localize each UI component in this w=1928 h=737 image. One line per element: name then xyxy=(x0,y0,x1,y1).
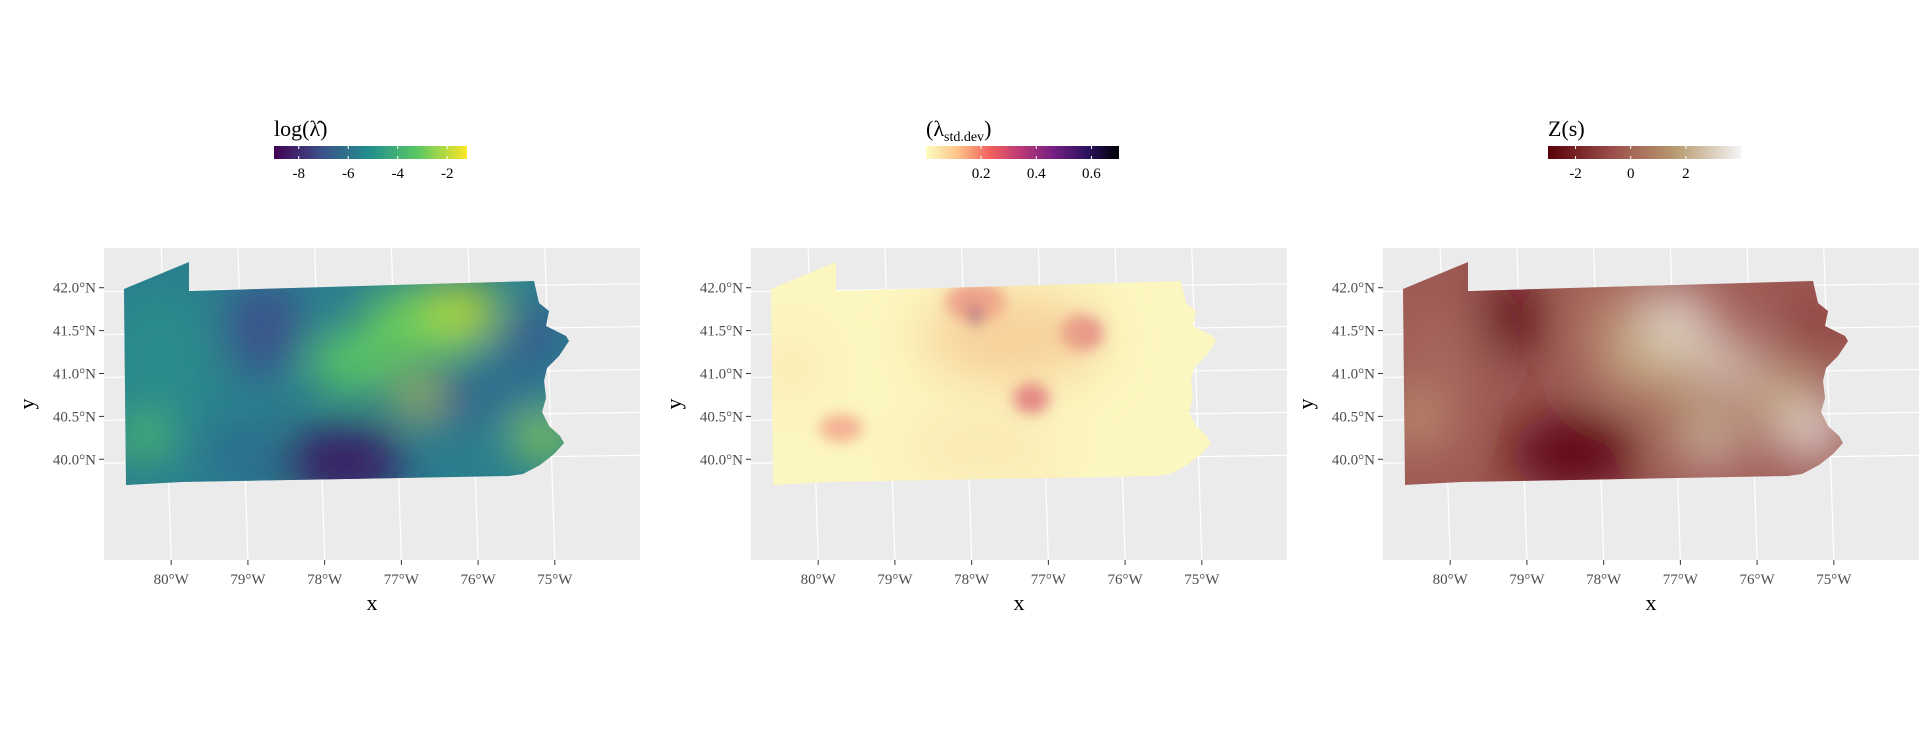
y-tick-label: 41.5°N xyxy=(1332,324,1375,340)
x-tick-label: 77°W xyxy=(1663,572,1699,588)
colorbar-gradient xyxy=(926,146,1119,159)
colorbar-zs: -2 0 2 xyxy=(1548,146,1741,182)
state-raster-stddev xyxy=(771,262,1216,485)
axes-zs: 80°W 79°W 78°W 77°W 76°W 75°W 42.0°N 41.5°N 41.0… xyxy=(1293,281,1852,615)
colorbar-tick-label: 0.2 xyxy=(972,166,991,182)
x-tick-label: 77°W xyxy=(1031,572,1067,588)
y-axis-title: y xyxy=(1293,399,1318,410)
colorbar-gradient xyxy=(1548,146,1741,159)
x-tick-label: 76°W xyxy=(461,572,497,588)
gridline-lon xyxy=(544,247,556,561)
y-tick-label: 40.5°N xyxy=(700,409,743,425)
colorbar-tick-label: 0 xyxy=(1627,166,1635,182)
y-tick-label: 41.5°N xyxy=(53,324,96,340)
colorbar-tick-label: -2 xyxy=(441,166,454,182)
legend-title-intensity: log(λ̂) xyxy=(274,116,327,141)
x-axis-title: x xyxy=(1646,590,1657,615)
colorbar-tick-label: 2 xyxy=(1682,166,1690,182)
gridline-lon xyxy=(1823,247,1835,561)
x-tick-label: 80°W xyxy=(801,572,837,588)
x-tick-label: 78°W xyxy=(954,572,990,588)
y-axis-title: y xyxy=(661,399,686,410)
x-tick-label: 80°W xyxy=(1433,572,1469,588)
colorbar-tick-label: -8 xyxy=(292,166,305,182)
y-tick-label: 41.0°N xyxy=(1332,367,1375,383)
colorbar-gradient xyxy=(274,146,467,159)
y-tick-label: 40.5°N xyxy=(53,409,96,425)
state-raster-zs xyxy=(1403,262,1848,485)
colorbar-stddev: 0.2 0.4 0.6 xyxy=(926,146,1119,182)
x-tick-label: 76°W xyxy=(1740,572,1776,588)
x-tick-label: 79°W xyxy=(230,572,266,588)
x-axis-title: x xyxy=(1014,590,1025,615)
colorbar-intensity: -8 -6 -4 -2 xyxy=(274,146,467,182)
y-tick-label: 41.5°N xyxy=(700,324,743,340)
y-tick-label: 42.0°N xyxy=(53,281,96,297)
y-tick-label: 41.0°N xyxy=(700,367,743,383)
intensity-map-panel: log(λ̂) -8 -6 -4 -2 xyxy=(14,116,641,615)
x-tick-label: 75°W xyxy=(1816,572,1852,588)
colorbar-tick-label: -6 xyxy=(342,166,355,182)
x-tick-label: 77°W xyxy=(384,572,420,588)
colorbar-tick-label: 0.6 xyxy=(1082,166,1101,182)
x-tick-label: 79°W xyxy=(877,572,913,588)
x-tick-label: 76°W xyxy=(1108,572,1144,588)
legend-stddev: (λstd.dev) 0.2 0.4 0.6 xyxy=(926,116,1119,182)
colorbar-tick-label: -2 xyxy=(1569,166,1582,182)
x-tick-label: 78°W xyxy=(307,572,343,588)
y-axis-title: y xyxy=(14,399,39,410)
legend-zs: Z(s) -2 0 2 xyxy=(1548,116,1741,182)
stddev-map-panel: (λstd.dev) 0.2 0.4 0.6 80°W 79°W 78°W 77°W 76°… xyxy=(661,116,1288,615)
legend-intensity: log(λ̂) -8 -6 -4 -2 xyxy=(274,116,467,182)
y-tick-label: 40.0°N xyxy=(1332,452,1375,468)
y-tick-label: 42.0°N xyxy=(1332,281,1375,297)
y-tick-label: 40.0°N xyxy=(53,452,96,468)
legend-title-zs: Z(s) xyxy=(1548,116,1585,141)
y-tick-label: 40.5°N xyxy=(1332,409,1375,425)
colorbar-tick-label: -4 xyxy=(391,166,404,182)
axes-stddev: 80°W 79°W 78°W 77°W 76°W 75°W 42.0°N 41.5°N 41.0… xyxy=(661,281,1220,615)
y-tick-label: 40.0°N xyxy=(700,452,743,468)
legend-title-stddev: (λstd.dev) xyxy=(926,116,991,145)
y-tick-label: 41.0°N xyxy=(53,367,96,383)
x-tick-label: 78°W xyxy=(1586,572,1622,588)
x-tick-label: 75°W xyxy=(537,572,573,588)
x-tick-label: 80°W xyxy=(154,572,190,588)
x-axis-title: x xyxy=(367,590,378,615)
state-raster-intensity xyxy=(124,262,569,485)
x-tick-label: 75°W xyxy=(1184,572,1220,588)
y-tick-label: 42.0°N xyxy=(700,281,743,297)
zs-map-panel: Z(s) -2 0 2 80°W 79°W 78°W 77°W 7 xyxy=(1293,116,1920,615)
x-tick-label: 79°W xyxy=(1509,572,1545,588)
axes-intensity: 80°W 79°W 78°W 77°W 76°W 75°W 42.0°N 41.5°N 41.0… xyxy=(14,281,573,615)
gridline-lon xyxy=(1191,247,1203,561)
colorbar-tick-label: 0.4 xyxy=(1027,166,1046,182)
